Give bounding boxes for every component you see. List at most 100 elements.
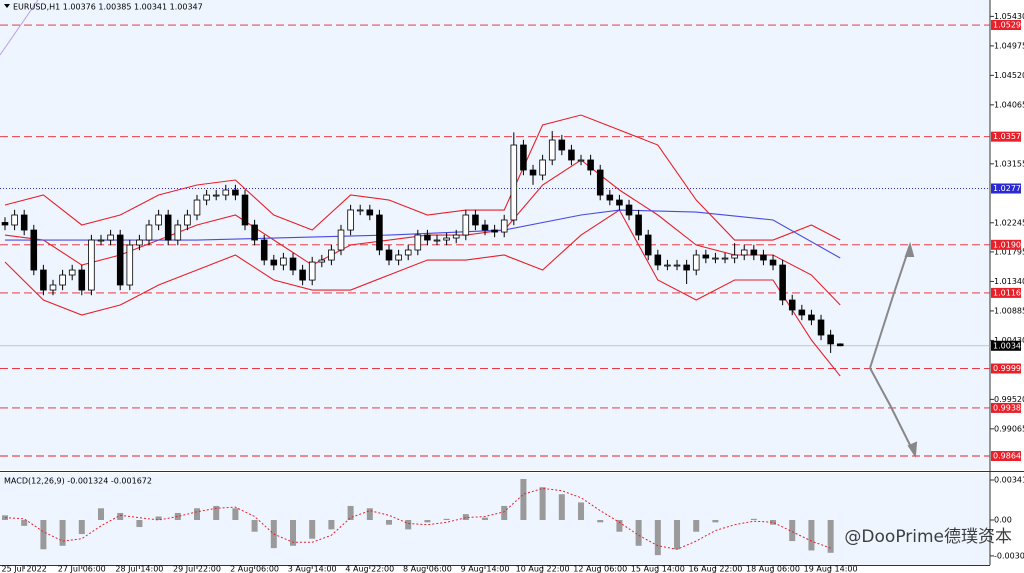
macd-bar bbox=[78, 520, 85, 535]
candle-body bbox=[260, 239, 268, 261]
macd-bar bbox=[635, 520, 642, 546]
candle-body bbox=[193, 199, 201, 216]
candle-body bbox=[481, 224, 489, 231]
candle-body bbox=[625, 204, 633, 216]
macd-bar bbox=[194, 508, 201, 521]
collapse-icon[interactable] bbox=[4, 4, 10, 8]
level-label-box bbox=[991, 287, 1021, 298]
macd-bar bbox=[712, 520, 719, 523]
macd-bar bbox=[578, 502, 585, 521]
candle-body bbox=[788, 299, 796, 311]
candle-body bbox=[164, 214, 172, 241]
candle-body bbox=[817, 319, 825, 336]
macd-bar bbox=[616, 520, 623, 532]
x-tick-label: 4 Aug 22:00 bbox=[345, 565, 394, 573]
candle-body bbox=[366, 209, 374, 216]
candle-body bbox=[145, 224, 153, 241]
last-price-box bbox=[991, 340, 1021, 351]
candle-body bbox=[11, 214, 18, 226]
candle-body bbox=[88, 239, 95, 291]
arrow bbox=[869, 244, 911, 369]
candle-body bbox=[1, 222, 9, 226]
candle-body bbox=[452, 234, 460, 239]
level-label-box bbox=[991, 451, 1021, 462]
candle-body bbox=[280, 257, 287, 266]
level-label: 1.01905 bbox=[993, 240, 1024, 249]
candle-body bbox=[654, 254, 662, 266]
candle-body bbox=[155, 214, 162, 226]
macd-bar bbox=[693, 520, 700, 532]
candle-body bbox=[232, 189, 239, 196]
macd-bar bbox=[40, 520, 47, 550]
candle-body bbox=[827, 334, 834, 345]
y-tick-label: -0.003065 bbox=[994, 551, 1024, 560]
macd-bar bbox=[405, 520, 412, 530]
macd-bar bbox=[443, 518, 450, 521]
candle-body bbox=[78, 269, 86, 291]
macd-bar bbox=[386, 520, 393, 525]
macd-bar bbox=[21, 520, 28, 526]
x-tick-label: 9 Aug 14:00 bbox=[461, 565, 510, 573]
candle-body bbox=[644, 234, 652, 256]
level-label-box bbox=[991, 20, 1021, 31]
level-label-box bbox=[991, 239, 1021, 250]
y-tick-label: 1.04975 bbox=[994, 41, 1024, 50]
macd-bar bbox=[97, 508, 104, 521]
candle-body bbox=[212, 194, 220, 197]
candle-body bbox=[404, 249, 412, 256]
level-label: 0.99388 bbox=[993, 403, 1024, 412]
signal-line bbox=[4, 487, 831, 550]
level-label-box bbox=[991, 402, 1021, 413]
candle-body bbox=[731, 254, 738, 259]
trend-line bbox=[0, 0, 39, 56]
candle-body bbox=[577, 159, 585, 162]
macd-bar bbox=[136, 520, 143, 528]
level-label-box bbox=[991, 131, 1021, 142]
macd-bar bbox=[501, 505, 508, 521]
candle-body bbox=[692, 254, 700, 271]
candle-body bbox=[520, 144, 527, 171]
last-price-label: 1.00347 bbox=[993, 341, 1024, 350]
candle-body bbox=[395, 254, 402, 261]
candle-body bbox=[462, 214, 470, 236]
candle-body bbox=[347, 209, 354, 231]
candle-body bbox=[241, 194, 249, 226]
macd-bar bbox=[539, 487, 546, 521]
candle-body bbox=[616, 199, 623, 206]
candle-body bbox=[491, 229, 498, 233]
level-label: 1.02774 bbox=[993, 184, 1024, 193]
candle-body bbox=[174, 224, 182, 241]
candle-body bbox=[424, 234, 431, 241]
y-tick-label: 1.04520 bbox=[994, 71, 1024, 80]
candle-body bbox=[68, 269, 76, 276]
chart-title: EURUSD,H1 1.00376 1.00385 1.00341 1.0034… bbox=[13, 3, 203, 12]
candle-body bbox=[836, 343, 844, 347]
candle-body bbox=[750, 249, 758, 256]
candle-body bbox=[472, 214, 479, 226]
candle-body bbox=[49, 284, 57, 291]
macd-bar bbox=[155, 516, 162, 521]
y-tick-label: 1.00430 bbox=[994, 336, 1024, 345]
level-label: 1.01163 bbox=[993, 288, 1024, 297]
candle-body bbox=[769, 259, 777, 266]
macd-bar bbox=[117, 512, 124, 521]
x-tick-label: 8 Aug 06:00 bbox=[403, 565, 452, 573]
y-tick-label: 1.02245 bbox=[994, 218, 1024, 227]
x-tick-label: 16 Aug 22:00 bbox=[688, 565, 742, 573]
candle-body bbox=[443, 237, 450, 241]
candle-body bbox=[40, 269, 47, 291]
candle-body bbox=[328, 249, 335, 261]
x-tick-label: 2 Aug 06:00 bbox=[230, 565, 279, 573]
x-tick-label: 27 Jul 06:00 bbox=[58, 565, 106, 573]
y-tick-label: 0.00 bbox=[994, 516, 1012, 525]
candle-body bbox=[376, 214, 383, 251]
level-label: 0.98646 bbox=[993, 452, 1024, 461]
x-tick-label: 10 Aug 22:00 bbox=[516, 565, 570, 573]
candle-body bbox=[712, 257, 719, 260]
candle-body bbox=[606, 194, 614, 201]
macd-bar bbox=[290, 520, 297, 546]
y-tick-label: 1.05430 bbox=[994, 12, 1024, 21]
candle-body bbox=[289, 257, 297, 271]
